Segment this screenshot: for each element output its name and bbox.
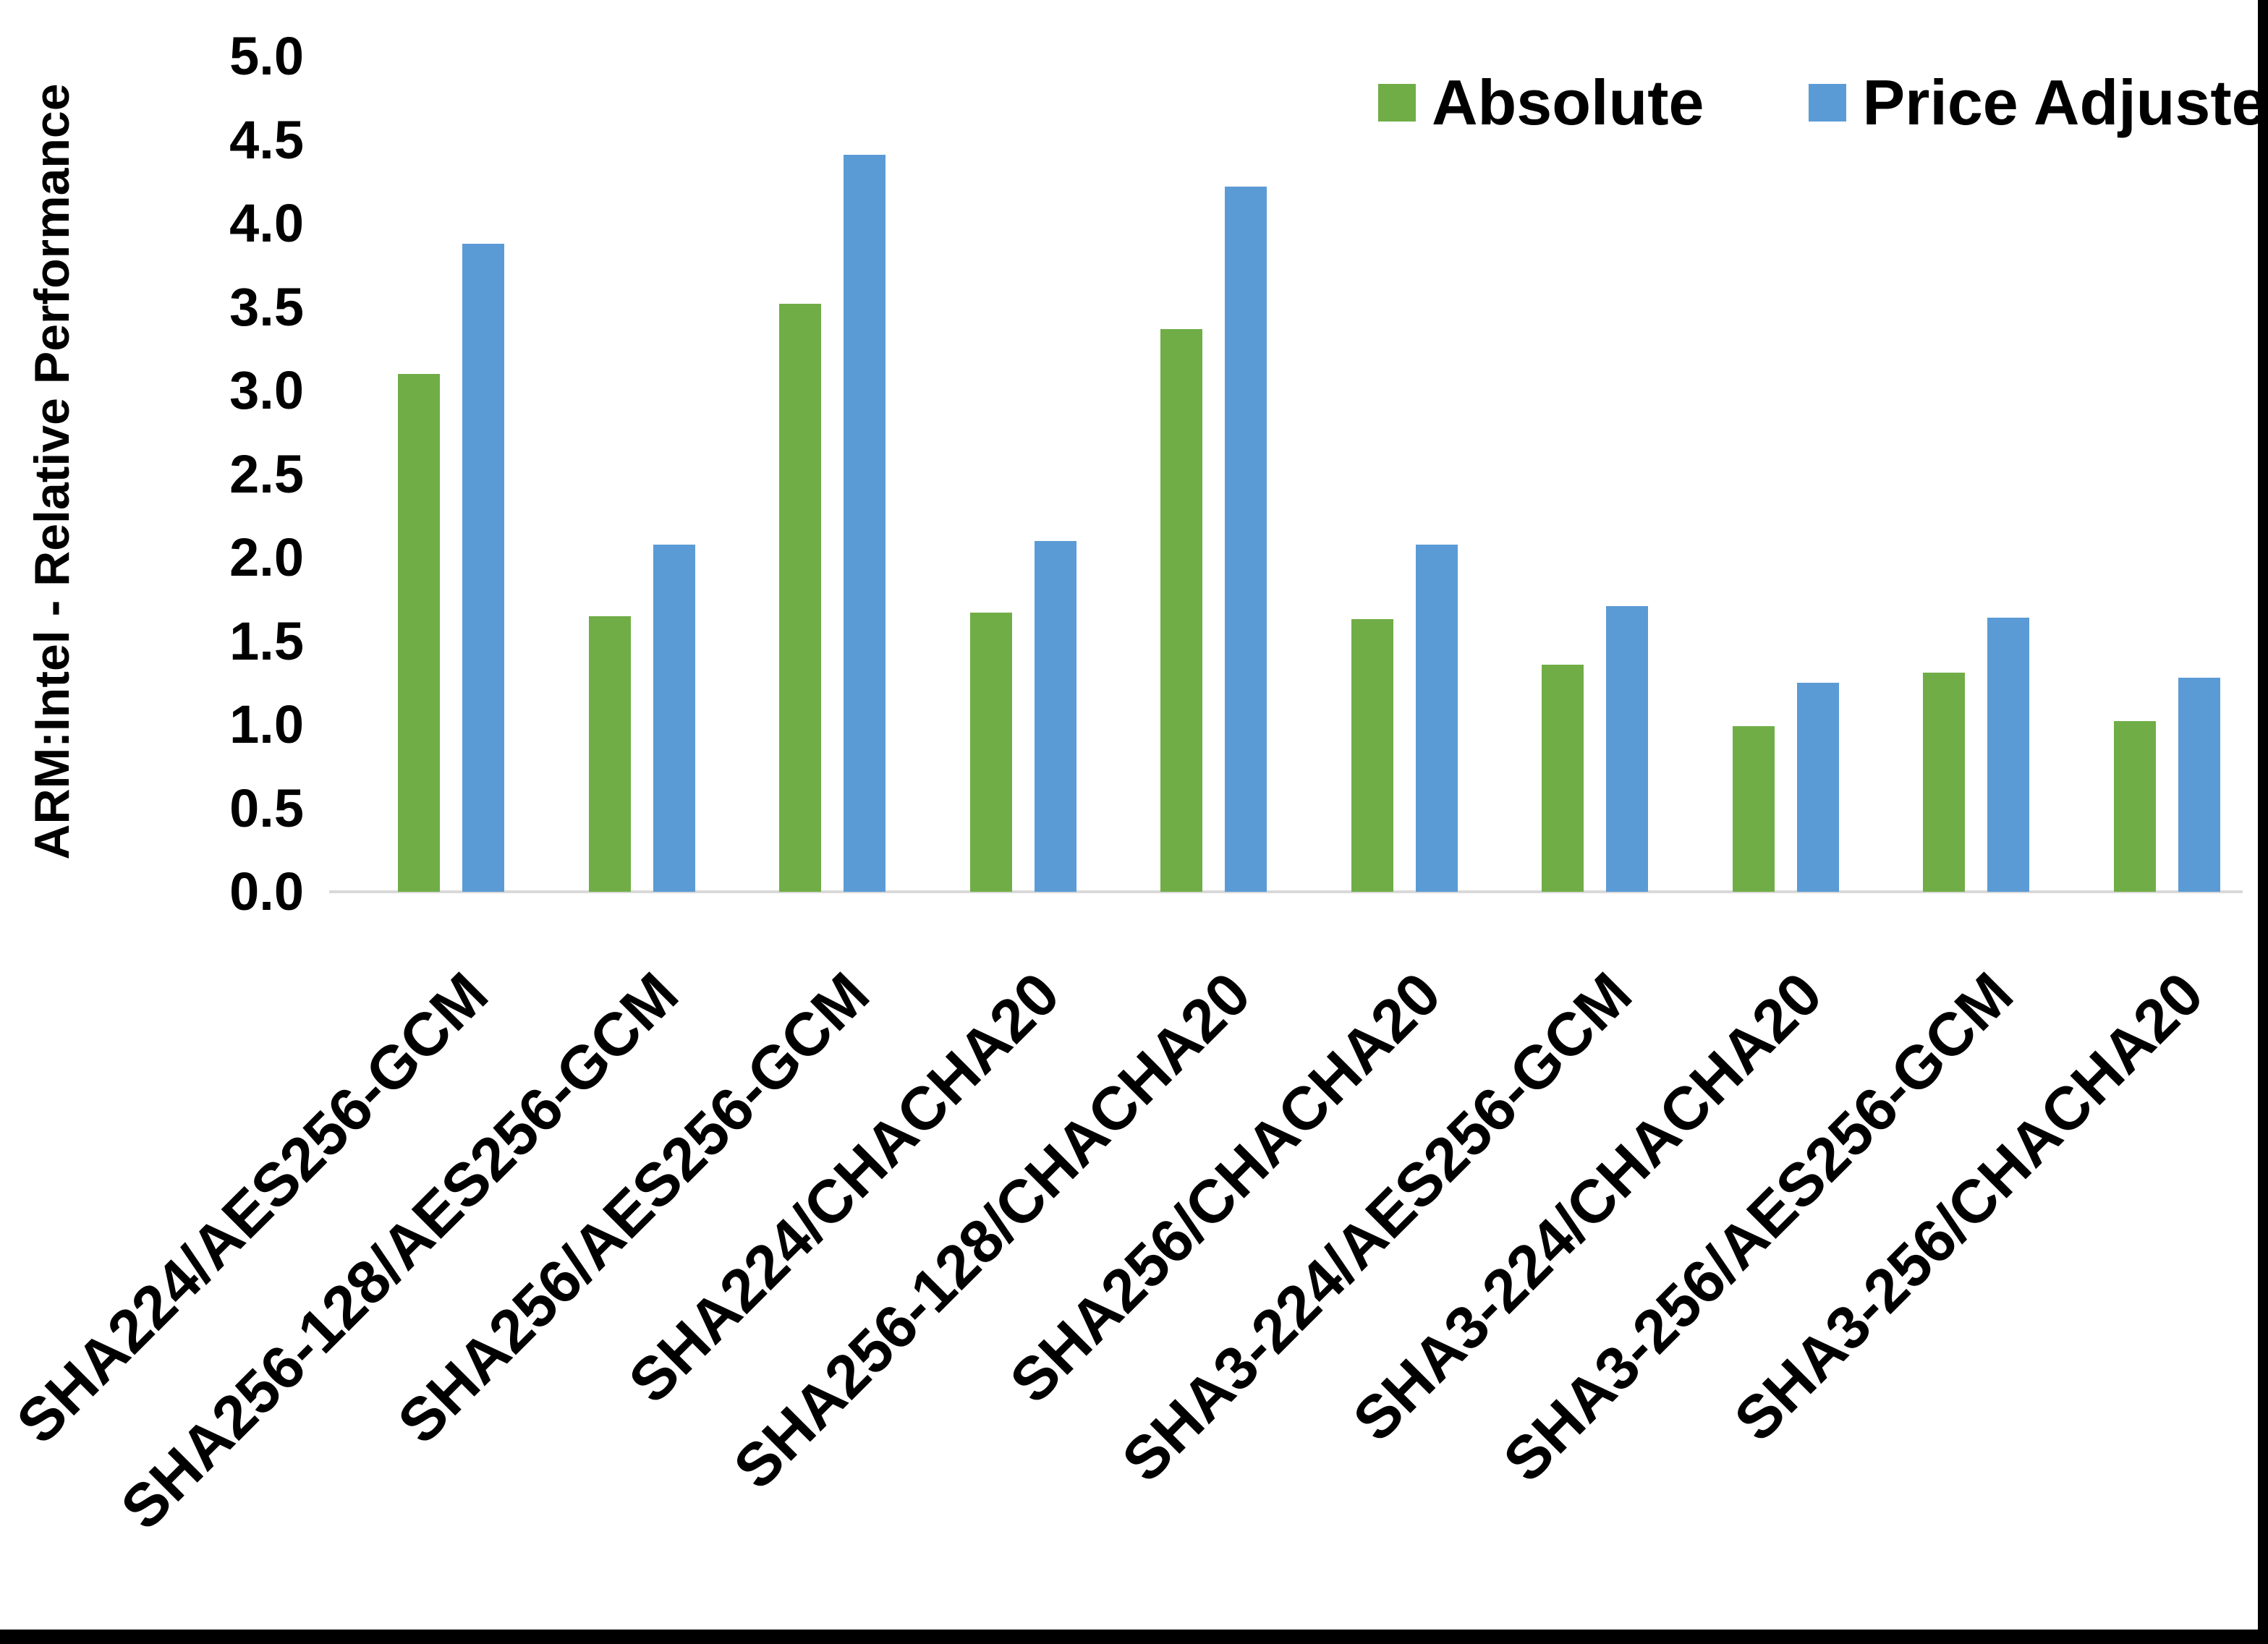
y-tick-label: 4.5: [229, 109, 304, 170]
y-tick-label: 5.0: [229, 26, 304, 86]
bar-price-adjusted: [1034, 540, 1076, 892]
y-tick-label: 1.5: [229, 610, 304, 671]
figure-border-bottom: [0, 1630, 2268, 1644]
legend: Absolute Price Adjusted: [1378, 69, 2268, 136]
bar-absolute: [1351, 619, 1393, 892]
bar-absolute: [2113, 721, 2156, 892]
y-tick-label: 2.0: [229, 527, 304, 587]
bar-price-adjusted: [462, 243, 505, 892]
y-tick-label: 4.0: [229, 193, 304, 253]
y-tick-label: 0.5: [229, 778, 304, 838]
bar-absolute: [588, 616, 631, 892]
bar-absolute: [1732, 726, 1775, 892]
y-tick-label: 0.0: [229, 861, 304, 921]
legend-swatch-icon: [1378, 84, 1416, 122]
bar-absolute: [1542, 664, 1584, 892]
bar-price-adjusted: [844, 155, 886, 892]
bar-price-adjusted: [2178, 678, 2220, 892]
figure-border-right: [2258, 0, 2268, 1644]
y-tick-label: 3.0: [229, 360, 304, 420]
legend-item: Price Adjusted: [1809, 69, 2268, 136]
bar-absolute: [969, 613, 1012, 892]
bar-price-adjusted: [1987, 618, 2030, 892]
y-tick-label: 1.0: [229, 694, 304, 754]
y-tick-label: 3.5: [229, 276, 304, 337]
legend-swatch-icon: [1809, 84, 1847, 122]
bar-absolute: [779, 303, 822, 892]
bar-price-adjusted: [1796, 683, 1839, 892]
y-axis-title: ARM:Intel - Relative Performance: [25, 83, 80, 860]
bar-price-adjusted: [1415, 544, 1458, 892]
bar-price-adjusted: [1225, 187, 1267, 892]
x-axis-line: [329, 890, 2243, 893]
y-tick-label: 2.5: [229, 443, 304, 504]
bar-price-adjusted: [653, 544, 695, 892]
legend-label: Absolute: [1432, 67, 1704, 138]
bar-absolute: [1160, 328, 1203, 892]
bar-absolute: [1923, 673, 1966, 892]
legend-item: Absolute: [1378, 69, 1704, 136]
bar-price-adjusted: [1606, 605, 1649, 892]
bar-absolute: [398, 373, 441, 892]
legend-label: Price Adjusted: [1862, 67, 2268, 138]
